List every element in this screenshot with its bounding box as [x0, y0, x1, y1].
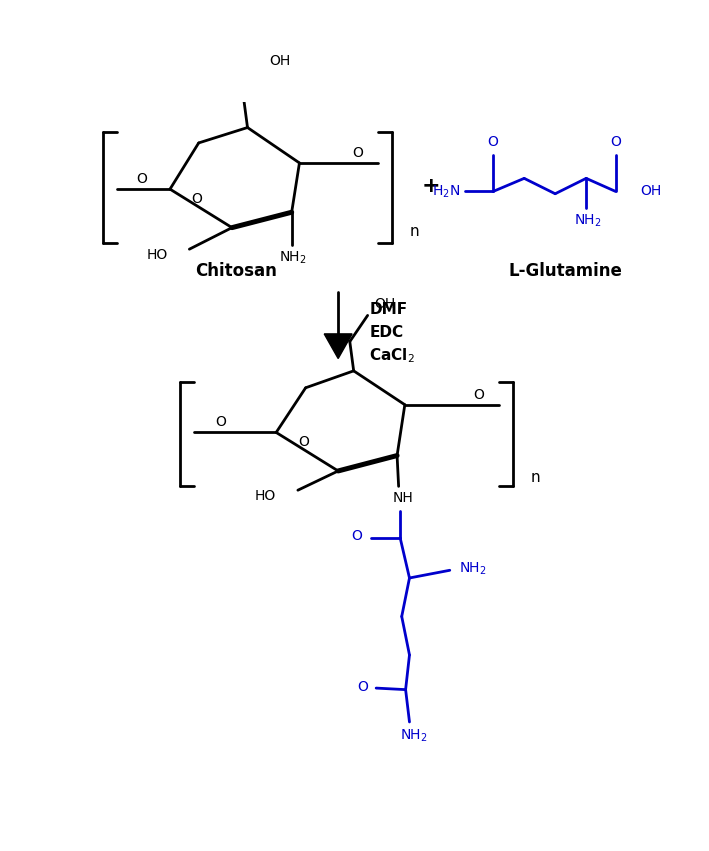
Text: +: + — [422, 176, 440, 196]
Text: HO: HO — [255, 489, 277, 503]
Text: O: O — [136, 172, 147, 186]
Text: OH: OH — [640, 185, 661, 198]
Polygon shape — [324, 334, 352, 358]
Text: O: O — [610, 135, 621, 149]
Text: EDC: EDC — [369, 325, 403, 340]
Text: n: n — [530, 470, 540, 484]
Text: O: O — [191, 192, 203, 206]
Text: HO: HO — [147, 248, 167, 262]
Text: O: O — [298, 436, 308, 449]
Text: n: n — [410, 224, 419, 239]
Text: OH: OH — [269, 54, 291, 67]
Text: L-Glutamine: L-Glutamine — [508, 262, 623, 280]
Text: O: O — [357, 680, 368, 694]
Text: NH$_2$: NH$_2$ — [574, 213, 601, 229]
Text: NH$_2$: NH$_2$ — [459, 561, 487, 577]
Text: NH$_2$: NH$_2$ — [399, 728, 428, 744]
Text: Chitosan: Chitosan — [195, 262, 277, 280]
Text: OH: OH — [374, 297, 395, 311]
Text: O: O — [488, 135, 498, 149]
Text: NH: NH — [392, 491, 413, 505]
Text: H$_2$N: H$_2$N — [432, 183, 461, 200]
Text: O: O — [473, 388, 484, 402]
Text: O: O — [215, 415, 225, 430]
Text: NH$_2$: NH$_2$ — [279, 249, 307, 266]
Text: O: O — [352, 529, 362, 544]
Text: O: O — [352, 146, 363, 160]
Text: DMF: DMF — [369, 302, 407, 317]
Text: CaCl$_2$: CaCl$_2$ — [369, 346, 415, 365]
